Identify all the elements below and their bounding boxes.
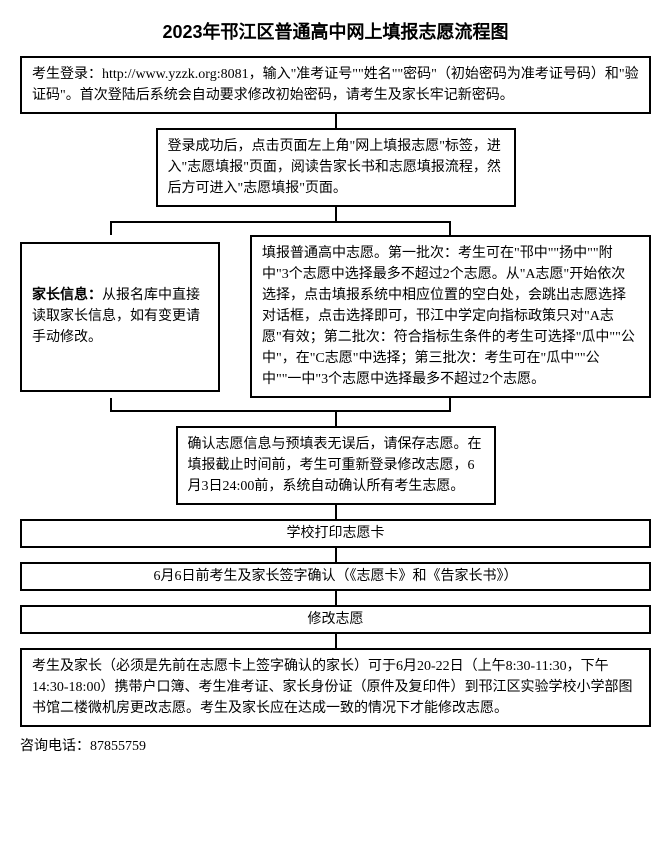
box-modify: 修改志愿 [20,605,651,634]
box-final: 考生及家长（必须是先前在志愿卡上签字确认的家长）可于6月20-22日（上午8:3… [20,648,651,727]
connector [335,412,337,426]
connector [335,548,337,562]
box-sign: 6月6日前考生及家长签字确认（《志愿卡》和《告家长书》） [20,562,651,591]
connector [335,505,337,519]
connector [335,634,337,648]
connector [335,207,337,221]
box-fill: 填报普通高中志愿。第一批次：考生可在"邗中""扬中""附中"3个志愿中选择最多不… [250,235,651,398]
connector [335,591,337,605]
branch-merge [20,398,651,412]
box-after-login: 登录成功后，点击页面左上角"网上填报志愿"标签，进入"志愿填报"页面，阅读告家长… [156,128,516,207]
branch-split [20,221,651,235]
box-login: 考生登录：http://www.yzzk.org:8081，输入"准考证号""姓… [20,56,651,114]
box-parent-info: 家长信息：从报名库中直接读取家长信息，如有变更请手动修改。 [20,242,220,392]
box-print: 学校打印志愿卡 [20,519,651,548]
footer-phone: 咨询电话：87855759 [20,735,651,755]
box-confirm: 确认志愿信息与预填表无误后，请保存志愿。在填报截止时间前，考生可重新登录修改志愿… [176,426,496,505]
connector [335,114,337,128]
parent-label: 家长信息： [32,288,102,303]
page-title: 2023年邗江区普通高中网上填报志愿流程图 [20,18,651,44]
split-section: 家长信息：从报名库中直接读取家长信息，如有变更请手动修改。 填报普通高中志愿。第… [20,235,651,398]
